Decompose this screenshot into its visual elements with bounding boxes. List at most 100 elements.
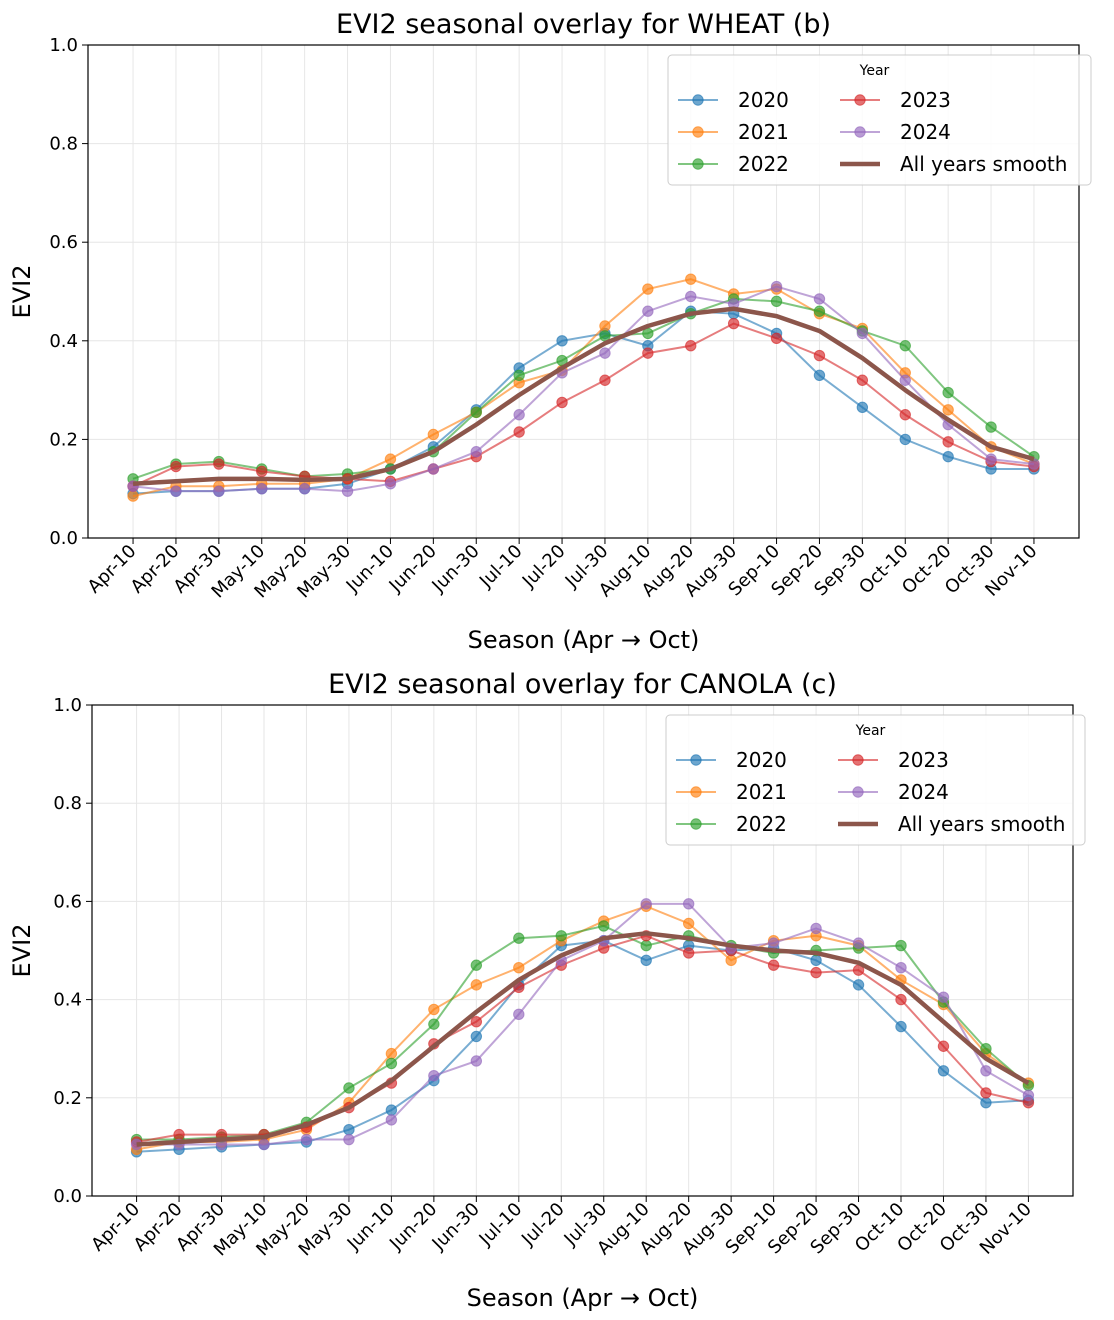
legend-label: 2023 <box>898 748 949 772</box>
series-line <box>132 297 1035 480</box>
data-point <box>642 283 654 295</box>
legend-item: 2021 <box>678 120 789 144</box>
legend-title: Year <box>859 63 890 79</box>
data-point <box>385 1104 398 1116</box>
x-tick-label: Jun-10 <box>342 541 398 597</box>
legend-label: 2021 <box>738 120 789 144</box>
x-tick-label: Jun-30 <box>428 1199 484 1255</box>
data-point <box>942 386 954 399</box>
y-tick-label: 0.2 <box>49 429 78 450</box>
legend-label: 2024 <box>900 120 951 144</box>
legend-item: 2021 <box>676 780 787 804</box>
x-tick-label: Jul-20 <box>518 541 570 593</box>
data-point <box>640 954 652 967</box>
plot-frame <box>91 704 1074 1197</box>
data-point <box>980 1087 992 1099</box>
data-point <box>173 1128 185 1141</box>
y-tick-label: 0.8 <box>49 134 78 155</box>
data-point <box>470 1015 483 1028</box>
data-point <box>980 1065 992 1077</box>
data-point <box>385 1047 398 1060</box>
data-point <box>213 485 225 497</box>
chart-canola: EVI2 seasonal overlay for CANOLA (c) 0.0 0… <box>8 669 1086 1312</box>
data-point <box>556 396 568 409</box>
legend-label: 2023 <box>900 88 951 112</box>
chart-title: EVI2 seasonal overlay for WHEAT (b) <box>336 9 831 40</box>
data-point <box>343 1133 355 1146</box>
legend-marker <box>854 94 866 106</box>
series-2024 <box>127 280 1040 497</box>
data-point <box>470 1055 483 1067</box>
data-point <box>813 369 826 382</box>
data-point <box>937 1040 950 1052</box>
data-point <box>213 458 225 470</box>
data-point <box>127 490 139 502</box>
data-point <box>685 340 697 352</box>
data-point <box>770 295 783 308</box>
legend-marker <box>852 786 864 798</box>
legend-marker <box>690 754 702 766</box>
legend-box <box>667 54 1092 186</box>
series-line <box>136 934 1029 1143</box>
data-point <box>985 453 997 465</box>
data-point <box>513 426 525 438</box>
data-point <box>937 991 950 1003</box>
legend-marker <box>692 94 704 106</box>
data-point <box>899 340 911 352</box>
data-point <box>895 1020 907 1033</box>
data-point <box>555 930 567 942</box>
data-point <box>942 450 954 463</box>
series-line <box>136 939 1029 1153</box>
data-point <box>767 937 780 949</box>
data-point <box>942 436 954 448</box>
y-tick-label: 0.4 <box>53 990 82 1011</box>
data-point <box>985 421 997 433</box>
data-point <box>599 374 611 386</box>
legend-label: 2024 <box>898 780 949 804</box>
legend-item: 2020 <box>678 88 789 112</box>
legend-marker <box>690 786 702 798</box>
legend-marker <box>690 818 702 830</box>
data-point <box>470 406 482 418</box>
data-point <box>685 273 697 285</box>
data-point <box>470 979 483 991</box>
data-point <box>856 374 869 386</box>
legend-marker <box>852 754 864 766</box>
data-point <box>300 1133 313 1146</box>
data-point <box>770 280 783 293</box>
data-point <box>170 485 182 497</box>
x-tick-label: Jun-30 <box>428 541 484 597</box>
data-point <box>640 898 652 910</box>
data-point <box>428 1003 440 1016</box>
data-point <box>856 401 869 414</box>
data-point <box>343 1124 355 1136</box>
data-point <box>856 327 869 340</box>
legend-box <box>665 714 1086 846</box>
data-point <box>640 939 652 952</box>
legend-label: 2020 <box>736 748 787 772</box>
legend-item: 2023 <box>838 748 949 772</box>
data-point <box>170 460 182 473</box>
data-point <box>470 1030 483 1043</box>
legend-item: 2020 <box>676 748 787 772</box>
data-point <box>1022 1089 1035 1102</box>
series-line <box>132 310 1034 495</box>
data-point <box>513 1008 525 1021</box>
y-tick-label: 0.6 <box>49 232 78 253</box>
y-tick-label: 0.0 <box>53 1186 82 1207</box>
data-point <box>427 428 440 441</box>
data-point <box>298 483 311 495</box>
data-point <box>428 1018 440 1030</box>
data-point <box>813 349 826 362</box>
data-point <box>385 1114 398 1126</box>
series-2022 <box>130 920 1035 1146</box>
legend-item: 2022 <box>676 812 787 836</box>
data-point <box>427 463 440 475</box>
legend-label: All years smooth <box>900 152 1067 176</box>
data-point <box>642 347 654 359</box>
y-tick-label: 0.8 <box>53 793 82 814</box>
data-point <box>810 954 822 967</box>
x-tick-label: Jun-20 <box>385 541 441 597</box>
series-all-years-smooth <box>132 306 1035 487</box>
